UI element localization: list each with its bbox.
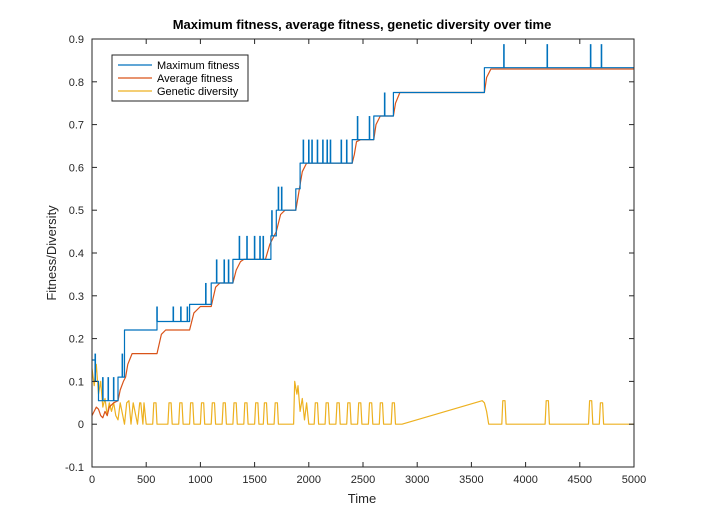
y-tick-label: -0.1 [65, 462, 84, 474]
x-axis-label: Time [348, 491, 376, 506]
y-tick-label: 0.1 [69, 376, 84, 388]
x-tick-label: 3500 [459, 474, 483, 486]
legend-label-maximum-fitness: Maximum fitness [157, 60, 240, 72]
y-axis-label: Fitness/Diversity [44, 205, 59, 301]
x-tick-label: 2000 [297, 474, 321, 486]
x-tick-label: 1500 [242, 474, 266, 486]
x-tick-label: 2500 [351, 474, 375, 486]
plot-area [91, 44, 634, 425]
axes: 0 500 1000 1500 2000 2500 3000 3500 4000 4500 5000… [65, 34, 646, 486]
y-tick-label: 0.3 [69, 291, 84, 303]
y-tick-label: 0.7 [69, 120, 84, 132]
legend-label-genetic-diversity: Genetic diversity [157, 86, 239, 98]
chart-title: Maximum fitness, average fitness, geneti… [173, 17, 552, 32]
y-tick-label: 0.4 [69, 248, 84, 260]
y-tick-label: 0.5 [69, 205, 84, 217]
y-tick-label: 0.2 [69, 334, 84, 346]
y-tick-label: 0.6 [69, 162, 84, 174]
legend-label-average-fitness: Average fitness [157, 73, 233, 85]
x-tick-label: 0 [89, 474, 95, 486]
x-tick-label: 5000 [622, 474, 646, 486]
y-tick-label: 0.9 [69, 34, 84, 46]
x-tick-label: 500 [137, 474, 155, 486]
y-tick-label: 0 [78, 419, 84, 431]
y-tick-label: 0.8 [69, 77, 84, 89]
series-line-maximum-fitness [92, 67, 634, 402]
series-line-genetic-diversity [91, 363, 634, 425]
legend: Maximum fitness Average fitness Genetic … [111, 54, 249, 102]
x-tick-label: 1000 [188, 474, 212, 486]
x-tick-label: 4000 [513, 474, 537, 486]
x-tick-label: 4500 [568, 474, 592, 486]
x-tick-label: 3000 [405, 474, 429, 486]
